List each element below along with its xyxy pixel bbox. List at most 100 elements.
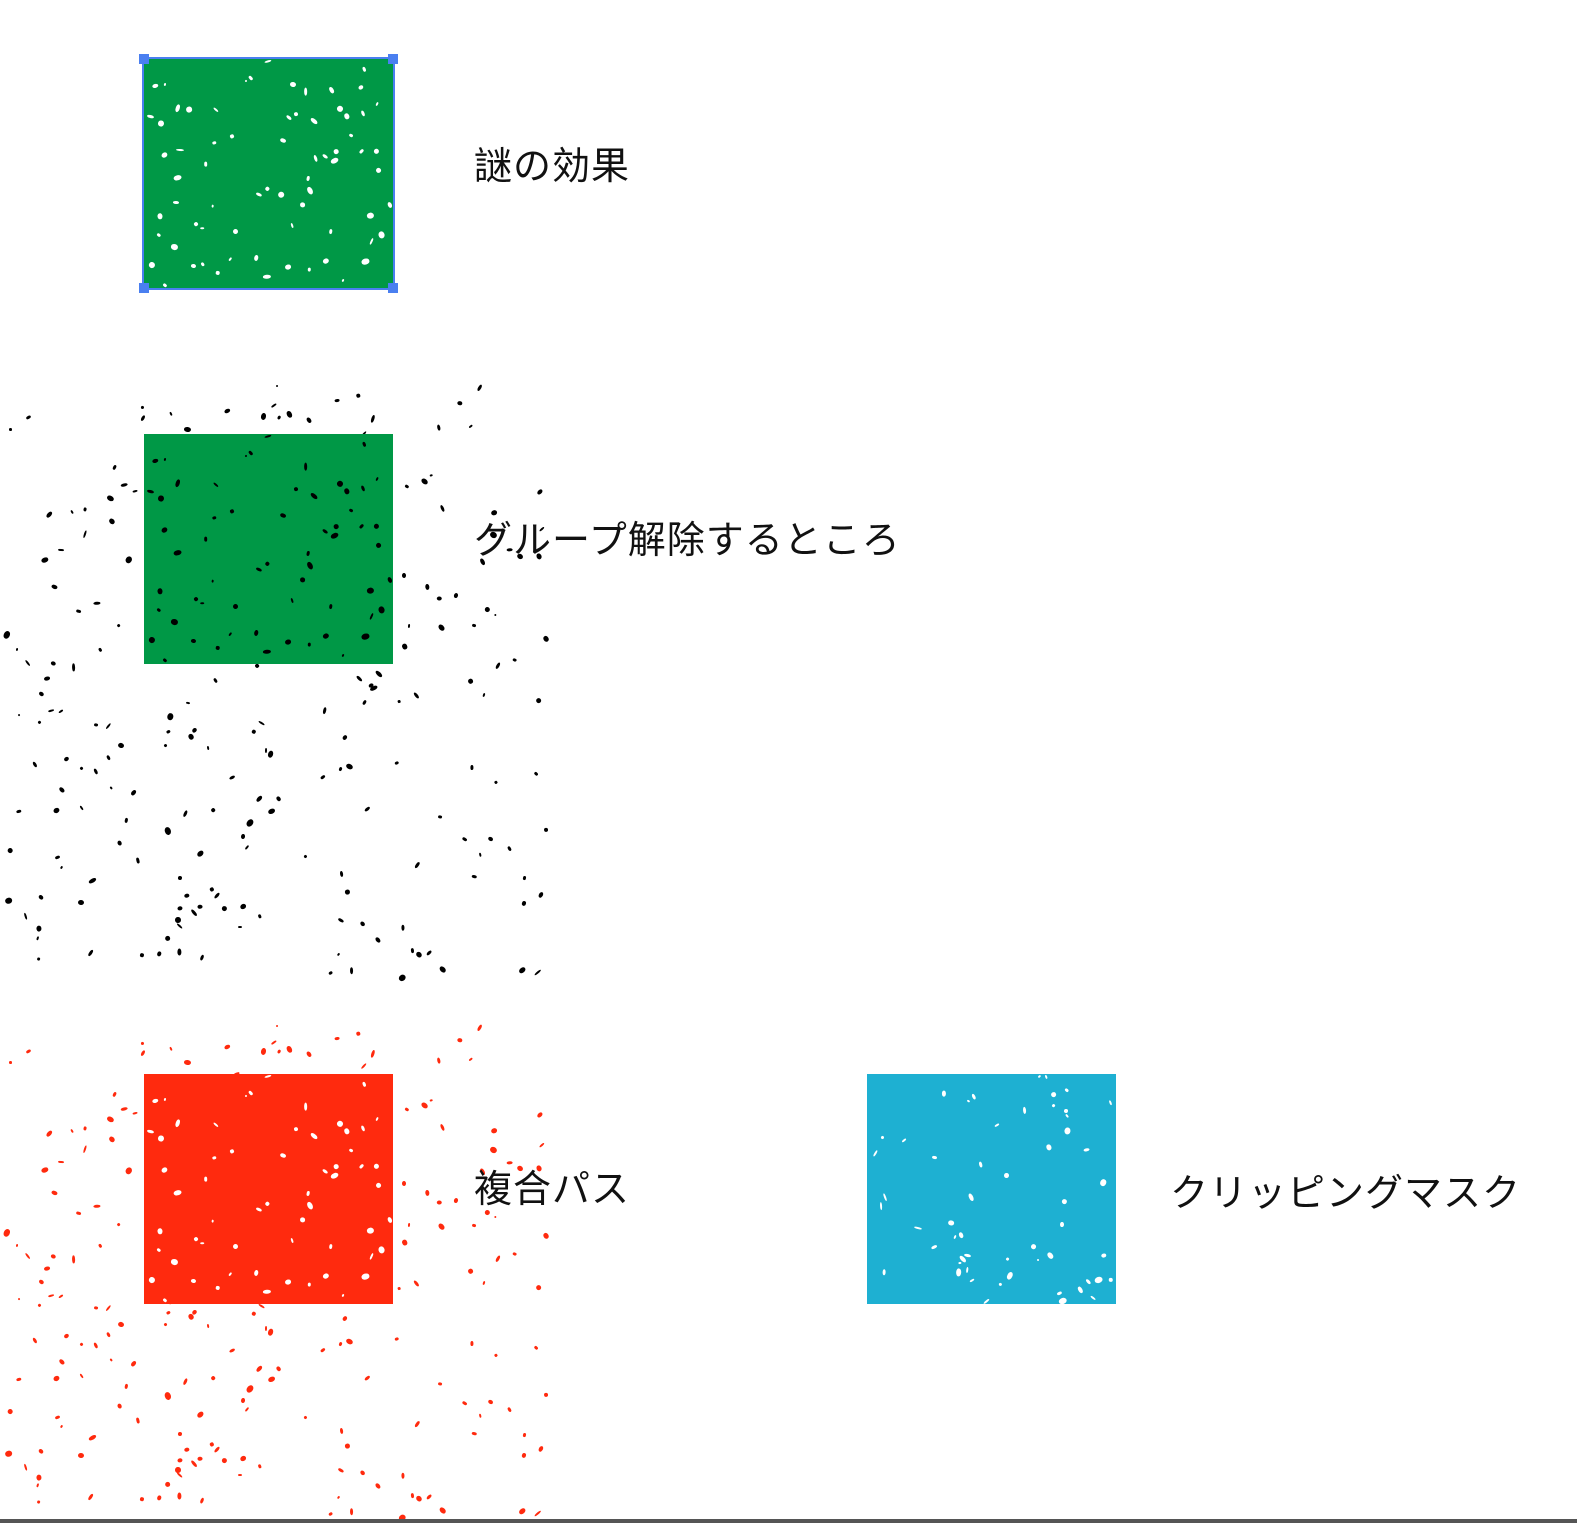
speck: [199, 1242, 204, 1245]
speck: [173, 1189, 183, 1196]
speck: [124, 1383, 128, 1390]
speck: [355, 1031, 361, 1037]
speck: [374, 1181, 383, 1190]
speck: [92, 1205, 101, 1209]
speck: [263, 650, 272, 655]
speck: [70, 1128, 75, 1133]
speck: [880, 1135, 885, 1140]
speck: [931, 1155, 938, 1160]
speck: [321, 1272, 330, 1280]
speck: [359, 920, 367, 928]
speck: [197, 904, 203, 909]
speck: [414, 950, 423, 959]
speck: [957, 1261, 962, 1264]
selection-handle-top-right[interactable]: [388, 54, 398, 64]
speck: [1044, 1074, 1049, 1080]
speck: [542, 1232, 550, 1240]
speck: [1101, 1252, 1107, 1258]
speck: [2, 1228, 12, 1238]
speck: [213, 481, 219, 488]
speck: [538, 1142, 545, 1148]
speck: [1037, 1074, 1042, 1078]
compound-path-square[interactable]: [144, 1074, 393, 1304]
speck: [36, 936, 40, 941]
selection-handle-bottom-left[interactable]: [139, 283, 149, 293]
speck: [36, 1499, 41, 1504]
speck: [215, 1285, 221, 1290]
speck: [263, 434, 272, 439]
speck: [404, 484, 410, 489]
speck: [276, 1049, 281, 1055]
speck: [470, 1340, 474, 1346]
speck: [913, 1226, 922, 1231]
speck: [37, 719, 42, 725]
speck: [87, 1493, 94, 1502]
speck: [436, 596, 442, 601]
speck: [166, 729, 172, 734]
ungroup-square[interactable]: [144, 434, 393, 664]
speck: [373, 1162, 381, 1170]
speck: [51, 1375, 60, 1383]
selection-bounding-box[interactable]: [142, 57, 395, 290]
speck: [146, 1129, 154, 1134]
speck: [307, 642, 311, 647]
speck: [882, 1193, 888, 1202]
speck: [177, 948, 182, 956]
speck: [177, 875, 183, 880]
speck: [213, 1121, 219, 1128]
mystery-effect-square[interactable]: [144, 59, 393, 289]
speck: [163, 826, 172, 836]
selection-handle-bottom-right[interactable]: [388, 283, 398, 293]
speck: [177, 1432, 183, 1437]
speck: [971, 1093, 977, 1100]
speck: [1022, 1106, 1027, 1115]
speck: [98, 647, 103, 653]
speck: [879, 1201, 883, 1211]
speck: [79, 1373, 84, 1379]
speck: [412, 1279, 420, 1287]
speck: [998, 1282, 1002, 1287]
speck: [493, 1215, 497, 1219]
speck: [1061, 1198, 1068, 1204]
speck: [309, 492, 319, 501]
speck: [1064, 1087, 1070, 1093]
speck: [374, 541, 383, 550]
selection-handle-top-left[interactable]: [139, 54, 149, 64]
speck: [374, 669, 383, 678]
speck: [360, 1062, 368, 1070]
speck: [404, 1107, 410, 1112]
speck: [161, 526, 169, 535]
speck: [957, 1231, 964, 1239]
speck: [232, 1243, 239, 1249]
speck: [183, 1059, 192, 1066]
speck: [486, 1399, 494, 1406]
speck: [1036, 1258, 1040, 1262]
speck: [51, 806, 60, 815]
speck: [239, 1454, 248, 1463]
speck: [203, 537, 207, 542]
speck: [361, 700, 367, 706]
speck: [106, 494, 116, 502]
speck: [535, 1284, 542, 1291]
speck: [57, 1160, 65, 1164]
speck: [176, 1471, 184, 1478]
speck: [494, 1353, 498, 1357]
speck: [901, 1138, 907, 1144]
speck: [206, 745, 210, 750]
speck: [437, 424, 442, 431]
speck: [471, 1223, 476, 1228]
speck: [335, 479, 345, 489]
speck: [483, 606, 491, 614]
speck: [23, 913, 28, 921]
speck: [31, 1336, 38, 1344]
speck: [173, 549, 183, 556]
clipping-mask-square[interactable]: [867, 1074, 1116, 1304]
speck: [57, 548, 65, 552]
speck: [489, 1127, 498, 1135]
speck: [293, 486, 299, 492]
speck: [461, 1400, 468, 1406]
speck: [93, 767, 99, 775]
speck: [468, 423, 474, 428]
speck: [232, 603, 239, 609]
speck: [51, 1190, 59, 1196]
